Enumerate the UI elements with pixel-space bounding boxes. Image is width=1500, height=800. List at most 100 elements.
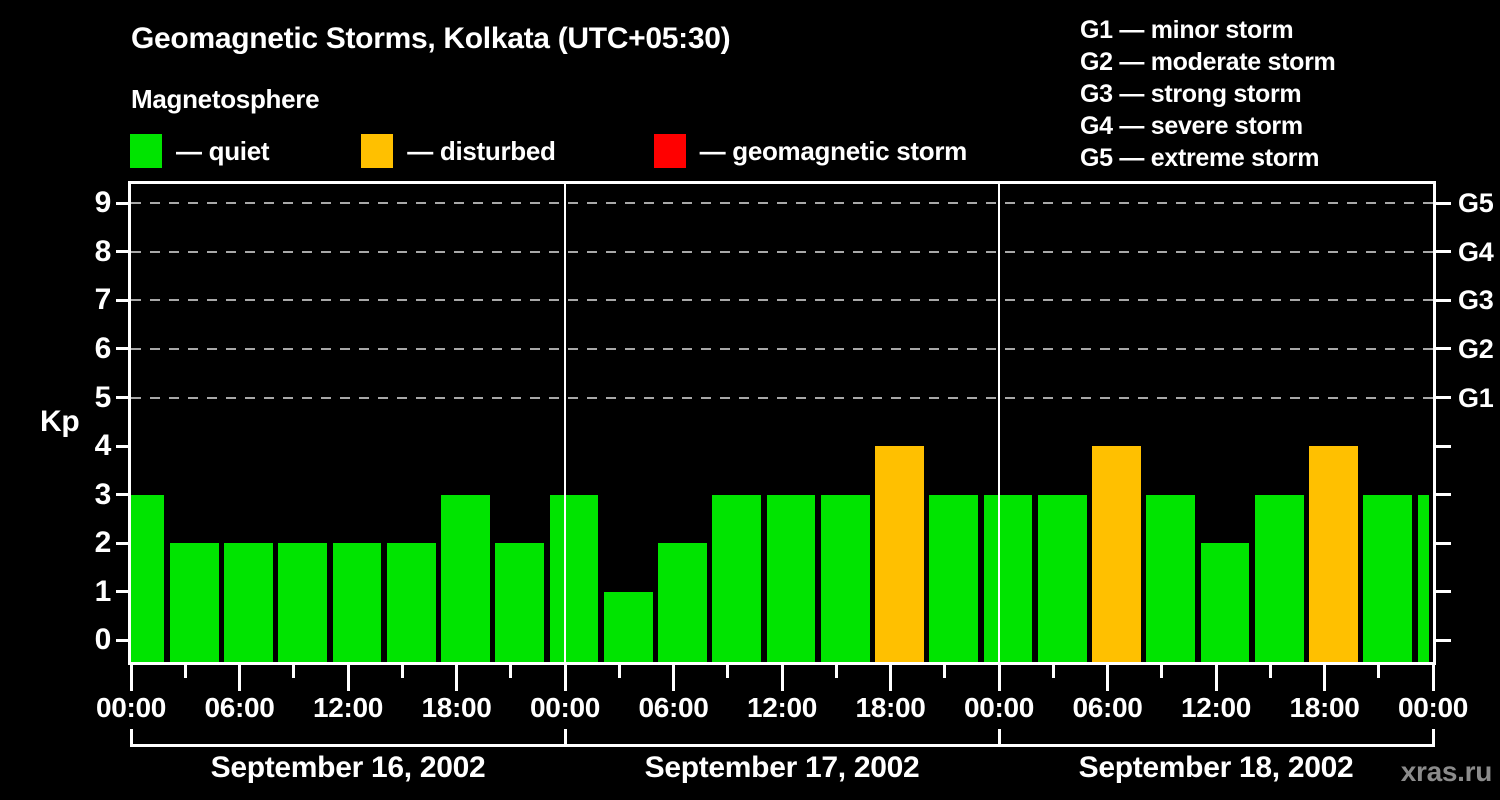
x-axis-minor-tick	[726, 665, 730, 678]
x-axis-tick-label: 18:00	[855, 692, 926, 723]
legend-item-disturbed: — disturbed	[361, 134, 556, 168]
kp-bar	[386, 543, 436, 662]
g-level-label: G4	[1458, 236, 1494, 267]
x-axis-tick-label: 06:00	[1072, 692, 1143, 723]
x-axis-tick-label: 12:00	[1180, 692, 1252, 723]
kp-bar	[1363, 494, 1413, 662]
kp-bar	[1146, 494, 1196, 662]
date-bracket-tick	[1431, 729, 1435, 745]
y-axis-tick-label: 6	[94, 331, 112, 365]
kp-bar	[495, 543, 545, 662]
x-axis-tick-label: 00:00	[963, 692, 1035, 723]
x-axis-tick-label: 06:00	[638, 692, 709, 723]
date-label: September 16, 2002	[210, 751, 486, 784]
gridline	[131, 202, 1433, 205]
g-scale-legend: G1 — minor storm G2 — moderate storm G3 — …	[1080, 14, 1336, 174]
y-axis-tick-label: 1	[94, 574, 112, 608]
y-axis-tick	[116, 444, 131, 448]
x-axis-minor-tick	[400, 665, 404, 678]
y-axis-tick	[116, 541, 131, 545]
x-axis-tick-label: 12:00	[312, 692, 384, 723]
right-axis-tick	[1436, 541, 1451, 545]
gridline	[131, 250, 1433, 253]
x-axis-tick-label: 00:00	[95, 692, 167, 723]
right-axis-tick	[1436, 590, 1451, 594]
date-label: September 18, 2002	[1078, 751, 1354, 784]
date-bracket-tick	[997, 729, 1001, 745]
g-scale-legend-line: G4 — severe storm	[1080, 112, 1303, 140]
x-axis-minor-tick	[509, 665, 513, 678]
y-axis-tick-label: 2	[94, 526, 112, 560]
kp-bar	[983, 494, 1033, 662]
kp-bar	[820, 494, 870, 662]
right-axis-tick	[1436, 493, 1451, 497]
y-axis-tick	[116, 493, 131, 497]
right-axis-tick	[1436, 201, 1451, 205]
g-level-label: G2	[1458, 333, 1494, 364]
y-axis-tick-label: 5	[94, 380, 112, 414]
plot-area	[128, 181, 1436, 665]
kp-bar	[441, 494, 490, 662]
x-axis-major-tick	[780, 665, 784, 691]
kp-bar	[1417, 494, 1429, 662]
x-axis-tick-label: 00:00	[529, 692, 601, 723]
kp-bar	[766, 494, 816, 662]
x-axis-tick-label: 00:00	[1397, 692, 1469, 723]
day-separator-line	[564, 184, 566, 662]
g-level-label: G3	[1458, 285, 1494, 316]
kp-bar	[1254, 494, 1304, 662]
y-axis-tick-label: 8	[94, 234, 112, 268]
y-axis-tick	[116, 298, 131, 302]
chart-title: Geomagnetic Storms, Kolkata (UTC+05:30)	[131, 22, 731, 55]
legend-item-storm: — geomagnetic storm	[653, 134, 968, 168]
kp-bar	[549, 494, 599, 662]
x-axis-tick-label: 18:00	[421, 692, 492, 723]
x-axis-minor-tick	[1377, 665, 1381, 678]
storm-swatch-icon	[653, 134, 686, 168]
date-bracket-tick	[129, 729, 133, 745]
legend-label-disturbed: — disturbed	[407, 135, 556, 166]
right-axis-tick	[1436, 250, 1451, 254]
kp-bar	[1092, 446, 1141, 662]
g-scale-legend-line: G3 — strong storm	[1080, 80, 1302, 108]
kp-bar	[929, 494, 979, 662]
y-axis-tick	[116, 590, 131, 594]
y-axis-title: Kp	[40, 404, 80, 438]
x-axis-major-tick	[1431, 665, 1435, 691]
quiet-swatch-icon	[130, 134, 162, 168]
legend-label-quiet: — quiet	[176, 135, 270, 166]
kp-legend: — quiet — disturbed — geomagnetic storm	[130, 133, 967, 169]
legend-item-quiet: — quiet	[130, 134, 270, 168]
chart-subtitle: Magnetosphere	[131, 84, 320, 114]
x-axis-minor-tick	[1051, 665, 1055, 678]
g-level-label: G5	[1458, 188, 1494, 219]
watermark: xras.ru	[1400, 756, 1493, 787]
x-axis-major-tick	[1106, 665, 1109, 691]
disturbed-swatch-icon	[361, 134, 394, 168]
right-axis-tick	[1436, 347, 1451, 351]
y-axis-tick-label: 9	[94, 186, 112, 220]
kp-bar	[224, 543, 273, 662]
x-axis-minor-tick	[183, 665, 187, 678]
right-axis-tick	[1436, 298, 1451, 302]
g-scale-legend-line: G2 — moderate storm	[1080, 48, 1336, 76]
g-scale-legend-line: G1 — minor storm	[1080, 16, 1294, 44]
kp-bar	[1037, 494, 1087, 662]
x-axis-minor-tick	[1160, 665, 1164, 678]
gridline	[131, 396, 1433, 399]
x-axis-major-tick	[997, 665, 1001, 691]
gridline	[131, 347, 1433, 350]
y-axis-tick	[116, 638, 131, 642]
x-axis-major-tick	[889, 665, 892, 691]
kp-bar	[875, 446, 924, 662]
g-scale-legend-line: G5 — extreme storm	[1080, 144, 1320, 172]
g-level-label: G1	[1458, 382, 1494, 413]
right-axis-tick	[1436, 444, 1451, 448]
x-axis-tick-label: 18:00	[1289, 692, 1360, 723]
legend-label-storm: — geomagnetic storm	[699, 135, 968, 166]
y-axis-tick-label: 0	[94, 623, 112, 657]
right-axis-tick	[1436, 638, 1451, 642]
kp-bar	[712, 494, 762, 662]
kp-bar	[278, 543, 328, 662]
kp-bar	[332, 543, 382, 662]
